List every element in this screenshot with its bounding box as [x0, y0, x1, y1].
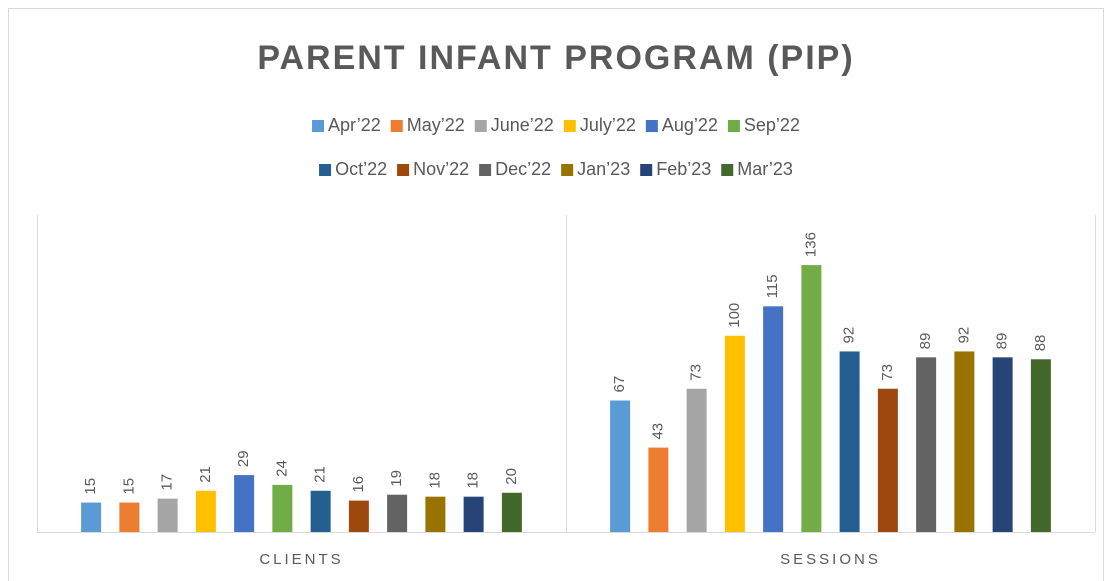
data-label: 88 [1032, 335, 1049, 352]
legend-label: June’22 [491, 115, 554, 135]
bar [348, 500, 369, 532]
data-label: 92 [955, 327, 972, 344]
data-label: 43 [649, 423, 666, 440]
legend-label: Dec’22 [495, 159, 551, 179]
data-label: 15 [120, 478, 137, 495]
data-label: 29 [235, 450, 252, 467]
legend-swatch [563, 120, 576, 132]
data-label: 24 [273, 460, 290, 477]
legend-swatch [721, 164, 734, 176]
bar [916, 357, 937, 532]
data-label: 89 [917, 333, 934, 350]
data-label: 136 [802, 232, 819, 257]
legend-swatch [319, 164, 332, 176]
bar [501, 492, 522, 532]
data-label: 16 [350, 476, 367, 493]
legend-label: Jan’23 [577, 159, 630, 179]
legend-label: Oct’22 [335, 159, 387, 179]
data-label: 92 [841, 327, 858, 344]
bar [648, 447, 669, 532]
bar [387, 494, 408, 532]
bar [839, 351, 860, 532]
legend-swatch [727, 120, 740, 132]
bar [801, 265, 822, 532]
bar [724, 335, 745, 532]
data-label: 15 [82, 478, 99, 495]
legend-swatch [397, 164, 410, 176]
bar [81, 502, 102, 532]
data-label: 89 [994, 333, 1011, 350]
data-label: 17 [159, 474, 176, 491]
legend-label: Apr’22 [328, 115, 381, 135]
chart-title: PARENT INFANT PROGRAM (PIP) [257, 39, 854, 77]
x-tick-label: CLIENTS [259, 551, 343, 568]
legend-swatch [479, 164, 492, 176]
data-label: 19 [388, 470, 405, 487]
bar [877, 388, 898, 532]
legend-label: May’22 [407, 115, 465, 135]
data-label: 115 [764, 274, 781, 298]
legend-label: Sep’22 [744, 115, 800, 135]
bar [463, 496, 484, 532]
bar [763, 306, 784, 532]
bar [686, 388, 707, 532]
x-tick-label: SESSIONS [780, 551, 881, 568]
legend-swatch [645, 120, 658, 132]
legend-swatch [474, 120, 487, 132]
data-label: 20 [503, 468, 520, 485]
bar [119, 502, 140, 532]
bar [195, 490, 216, 532]
data-label: 18 [426, 472, 443, 489]
legend-label: Mar’23 [737, 159, 793, 179]
data-label: 21 [197, 466, 214, 483]
legend-swatch [640, 164, 653, 176]
chart-border [8, 8, 1104, 581]
data-label: 21 [312, 466, 329, 483]
legend-swatch [561, 164, 574, 176]
data-label: 73 [879, 364, 896, 381]
legend-swatch [390, 120, 403, 132]
data-label: 73 [688, 364, 705, 381]
legend-label: July’22 [580, 115, 636, 135]
data-label: 67 [611, 376, 628, 393]
bar [234, 475, 255, 532]
legend-label: Aug’22 [662, 115, 718, 135]
legend-label: Feb’23 [656, 159, 711, 179]
legend-label: Nov’22 [413, 159, 469, 179]
data-label: 100 [726, 303, 743, 328]
bar [272, 484, 293, 532]
bar [954, 351, 975, 532]
bar [157, 498, 178, 532]
bar [310, 490, 331, 532]
data-label: 18 [465, 472, 482, 489]
legend-swatch [312, 120, 325, 132]
bar [1030, 359, 1051, 532]
bar [610, 400, 631, 532]
bar [425, 496, 446, 532]
bar [992, 357, 1013, 532]
